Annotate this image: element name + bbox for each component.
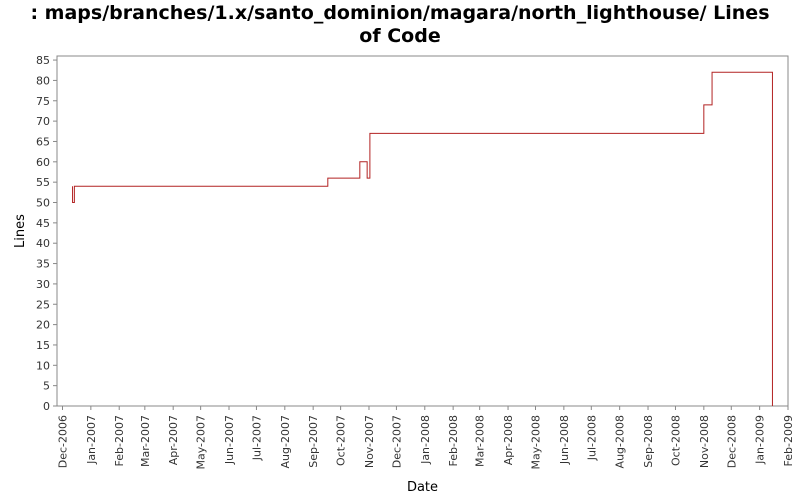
- y-tick-label: 50: [36, 197, 50, 210]
- y-axis-label: Lines: [13, 214, 28, 248]
- x-tick-label: Feb-2009: [782, 415, 795, 466]
- x-tick-label: Nov-2007: [363, 415, 376, 468]
- x-tick-label: Oct-2007: [335, 415, 348, 466]
- plot-frame: [56, 55, 789, 407]
- x-tick-label: Dec-2007: [390, 415, 403, 468]
- x-tick-label: Sep-2007: [307, 415, 320, 468]
- x-tick-label: Nov-2008: [698, 415, 711, 468]
- x-tick-label: Aug-2007: [279, 415, 292, 468]
- y-tick-label: 20: [36, 319, 50, 332]
- y-tick-label: 45: [36, 217, 50, 230]
- y-tick-label: 55: [36, 176, 50, 189]
- x-tick-label: Dec-2008: [725, 415, 738, 468]
- x-tick-label: Jun-2008: [558, 415, 571, 465]
- plot-area: [56, 55, 789, 407]
- y-tick-label: 25: [36, 298, 50, 311]
- y-tick-label: 70: [36, 115, 50, 128]
- x-tick-label: Jun-2007: [223, 415, 236, 465]
- y-tick-label: 15: [36, 339, 50, 352]
- x-tick-label: Dec-2006: [56, 415, 69, 468]
- y-tick-label: 75: [36, 95, 50, 108]
- y-tick-label: 60: [36, 156, 50, 169]
- x-tick-label: Jul-2008: [585, 415, 598, 461]
- x-tick-label: Mar-2007: [139, 415, 152, 467]
- y-tick-label: 80: [36, 74, 50, 87]
- y-tick-label: 40: [36, 237, 50, 250]
- chart-title: : maps/branches/1.x/santo_dominion/magar…: [0, 2, 800, 48]
- chart-title-line-2: of Code: [359, 25, 441, 47]
- x-tick-label: Sep-2008: [642, 415, 655, 468]
- x-tick-label: Feb-2008: [447, 415, 460, 466]
- x-tick-label: Jul-2007: [250, 415, 263, 461]
- x-tick-label: Jan-2009: [754, 415, 767, 465]
- x-tick-label: May-2008: [529, 415, 542, 470]
- x-tick-label: Aug-2008: [614, 415, 627, 468]
- y-tick-label: 30: [36, 278, 50, 291]
- y-tick-label: 5: [43, 380, 50, 393]
- x-tick-label: Oct-2008: [669, 415, 682, 466]
- x-tick-label: Jan-2008: [419, 415, 432, 465]
- y-tick-label: 35: [36, 258, 50, 271]
- y-tick-label: 65: [36, 135, 50, 148]
- x-axis-label: Date: [407, 480, 438, 495]
- x-tick-label: Mar-2008: [474, 415, 487, 467]
- x-tick-label: May-2007: [195, 415, 208, 470]
- x-tick-label: Apr-2008: [502, 415, 515, 465]
- x-tick-label: Feb-2007: [113, 415, 126, 466]
- x-axis: Dec-2006 Jan-2007 Feb-2007 Mar-2007 Apr-2007…: [56, 406, 795, 470]
- x-tick-label: Apr-2007: [167, 415, 180, 465]
- y-tick-label: 85: [36, 54, 50, 67]
- chart-title-line-1: : maps/branches/1.x/santo_dominion/magar…: [30, 2, 770, 24]
- y-tick-label: 0: [43, 400, 50, 413]
- x-tick-label: Jan-2007: [85, 415, 98, 465]
- y-axis: 0 5 10 15 20 25 30 35 40 45 50 55 60 65 70 75 80 85: [36, 54, 57, 413]
- series-line: [72, 71, 773, 406]
- y-tick-label: 10: [36, 359, 50, 372]
